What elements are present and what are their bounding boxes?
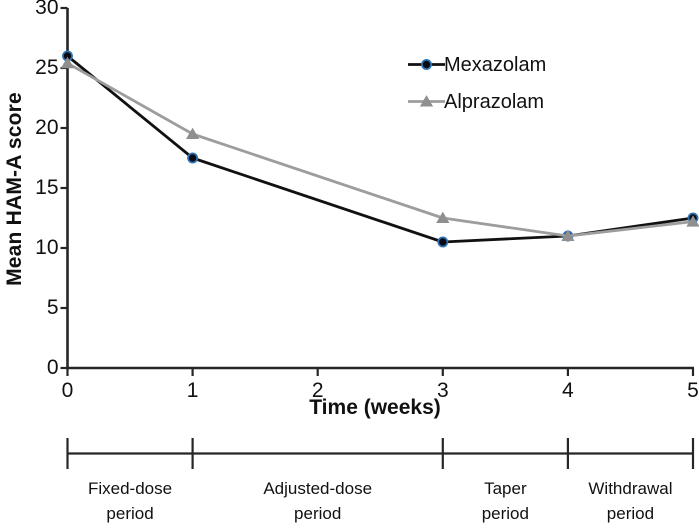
period-label-line2: period	[106, 504, 154, 523]
alprazolam-line	[66, 61, 694, 238]
alprazolam-point-marker	[419, 95, 434, 107]
x-tick-label: 2	[311, 379, 324, 402]
y-tick-label: 20	[35, 116, 59, 139]
period-label: Fixed-dose period	[40, 476, 220, 526]
alprazolam-point-marker	[60, 56, 75, 69]
period-label: Adjusted-dose period	[228, 476, 408, 526]
period-label-line2: period	[481, 504, 529, 523]
period-label: Withdrawal period	[540, 476, 699, 526]
legend-label-mexazolam: Mexazolam	[444, 54, 547, 76]
y-tick-label: 5	[46, 296, 59, 319]
axis-lines	[66, 8, 694, 370]
period-label-line1: Fixed-dose	[87, 479, 173, 498]
period-label-line2: period	[294, 504, 342, 523]
alprazolam-point-marker	[686, 215, 699, 227]
y-tick-label: 10	[35, 236, 59, 259]
y-tick-label: 15	[35, 176, 59, 199]
x-tick-label: 0	[61, 379, 74, 402]
y-tick-label: 0	[46, 356, 59, 379]
x-tick-label: 3	[436, 379, 449, 402]
y-tick-label: 30	[35, 0, 59, 19]
mexazolam-point-marker	[187, 152, 199, 164]
period-label-line1: Withdrawal	[588, 479, 673, 498]
x-tick-label: 1	[186, 379, 199, 402]
x-axis-title: Time (weeks)	[309, 396, 441, 419]
mexazolam-line	[66, 54, 694, 244]
period-label-line1: Taper	[484, 479, 527, 498]
alprazolam-point-marker	[561, 229, 575, 241]
x-tick-label: 5	[687, 379, 699, 402]
x-tick-label: 4	[562, 379, 574, 402]
alprazolam-point-marker	[186, 127, 200, 139]
mexazolam-point-marker	[437, 236, 449, 248]
alprazolam-point-marker	[436, 211, 450, 223]
mexazolam-point-marker	[421, 59, 432, 70]
period-label-line2: period	[606, 504, 655, 523]
period-label: Taper period	[415, 476, 595, 526]
y-tick-label: 25	[35, 56, 59, 79]
legend-label-alprazolam: Alprazolam	[444, 91, 545, 113]
period-label-line1: Adjusted-dose	[263, 479, 373, 498]
